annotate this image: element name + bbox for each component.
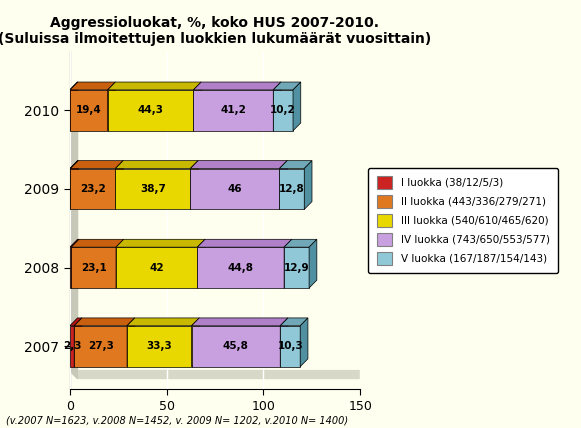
Polygon shape [70, 160, 78, 169]
Polygon shape [70, 82, 78, 131]
Bar [127, 326, 192, 367]
Polygon shape [300, 318, 308, 367]
Bar [70, 247, 71, 288]
Text: 23,1: 23,1 [81, 263, 106, 273]
Text: 19,4: 19,4 [76, 105, 102, 115]
Polygon shape [198, 239, 292, 247]
Text: 46: 46 [228, 184, 242, 194]
Bar [284, 247, 309, 288]
Polygon shape [193, 82, 201, 131]
Text: 44,8: 44,8 [228, 263, 254, 273]
Bar [74, 326, 127, 367]
Text: 10,2: 10,2 [270, 105, 296, 115]
Polygon shape [309, 239, 317, 288]
Polygon shape [192, 318, 199, 367]
Bar [192, 326, 280, 367]
Polygon shape [70, 82, 77, 378]
Text: 27,3: 27,3 [88, 341, 113, 351]
Title: Aggressioluokat, %, koko HUS 2007-2010.
(Suluissa ilmoitettujen luokkien lukumää: Aggressioluokat, %, koko HUS 2007-2010. … [0, 16, 432, 46]
Polygon shape [127, 318, 199, 326]
Polygon shape [71, 239, 124, 247]
Bar [193, 90, 273, 131]
Polygon shape [273, 82, 301, 90]
Polygon shape [70, 318, 82, 326]
Polygon shape [107, 82, 201, 90]
Polygon shape [116, 239, 124, 288]
Bar [70, 326, 74, 367]
Text: 45,8: 45,8 [223, 341, 249, 351]
Text: 23,2: 23,2 [80, 184, 106, 194]
Bar [279, 169, 304, 209]
Polygon shape [284, 239, 317, 247]
Polygon shape [70, 82, 116, 90]
Polygon shape [70, 371, 368, 378]
Bar [280, 326, 300, 367]
Polygon shape [192, 318, 288, 326]
Bar [116, 247, 198, 288]
Polygon shape [74, 318, 135, 326]
Bar [70, 90, 107, 131]
Text: 42: 42 [149, 263, 164, 273]
Polygon shape [191, 160, 287, 169]
Polygon shape [70, 82, 77, 367]
Polygon shape [127, 318, 135, 367]
Legend: I luokka (38/12/5/3), II luokka (443/336/279/271), III luokka (540/610/465/620),: I luokka (38/12/5/3), II luokka (443/336… [368, 168, 558, 273]
Polygon shape [280, 318, 308, 326]
Text: 10,3: 10,3 [277, 341, 303, 351]
Polygon shape [293, 82, 301, 131]
Bar [107, 90, 193, 131]
Bar [71, 247, 116, 288]
Polygon shape [70, 239, 79, 247]
Polygon shape [273, 82, 281, 131]
Polygon shape [279, 160, 312, 169]
Text: 12,8: 12,8 [279, 184, 304, 194]
Bar [191, 169, 279, 209]
Bar [116, 169, 191, 209]
Polygon shape [70, 160, 123, 169]
Polygon shape [191, 160, 198, 209]
Polygon shape [284, 239, 292, 288]
Polygon shape [198, 239, 205, 288]
Text: 33,3: 33,3 [146, 341, 172, 351]
Polygon shape [304, 160, 312, 209]
Polygon shape [116, 160, 198, 169]
Polygon shape [193, 82, 281, 90]
Bar [70, 169, 116, 209]
Polygon shape [74, 318, 82, 367]
Text: 44,3: 44,3 [138, 105, 164, 115]
Text: (v.2007 N=1623, v.2008 N=1452, v. 2009 N= 1202, v.2010 N= 1400): (v.2007 N=1623, v.2008 N=1452, v. 2009 N… [6, 416, 348, 426]
Text: 12,9: 12,9 [284, 263, 310, 273]
Polygon shape [71, 239, 79, 288]
Polygon shape [116, 239, 205, 247]
Text: 38,7: 38,7 [140, 184, 166, 194]
Polygon shape [279, 160, 287, 209]
Polygon shape [70, 82, 78, 90]
Polygon shape [70, 160, 78, 209]
Polygon shape [107, 82, 116, 131]
Polygon shape [116, 160, 123, 209]
Bar [273, 90, 293, 131]
Bar [198, 247, 284, 288]
Text: 2,3: 2,3 [63, 341, 81, 351]
Text: 41,2: 41,2 [220, 105, 246, 115]
Polygon shape [280, 318, 288, 367]
